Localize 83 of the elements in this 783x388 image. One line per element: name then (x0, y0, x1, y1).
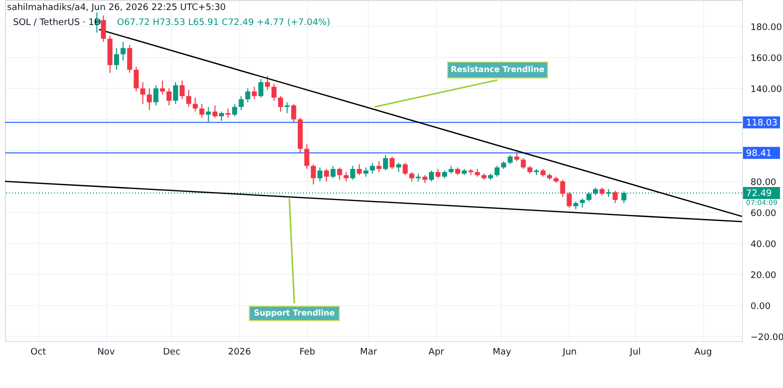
x-tick-label: Apr (428, 348, 444, 358)
x-tick-label: Dec (162, 348, 180, 358)
annotation: Resistance Trendline (450, 64, 546, 74)
candlestick (146, 88, 152, 111)
text: O67.72 H73.53 L65.91 C72.49 +4.77 (+7.04%) (117, 18, 330, 28)
candlestick (291, 103, 296, 123)
candlestick (310, 164, 316, 185)
candlestick (100, 15, 106, 42)
candlestick (337, 166, 342, 180)
x-tick-label: Feb (299, 348, 316, 358)
candlestick (284, 102, 290, 114)
x-tick-label: Mar (360, 348, 378, 358)
candlestick (226, 108, 231, 118)
y-tick-label: −20.00 (750, 332, 783, 343)
candlestick (219, 111, 224, 122)
x-tick-label: Oct (30, 348, 47, 358)
ref-line-label: 72.49 (746, 188, 772, 199)
ref-line-label: 118.03 (746, 118, 778, 128)
candlestick (376, 160, 382, 173)
candlestick (206, 106, 211, 123)
candlestick (370, 162, 375, 174)
candlestick (134, 66, 139, 92)
candlestick (344, 172, 349, 182)
candlestick (180, 80, 185, 100)
candlestick (186, 89, 192, 108)
candlestick (356, 164, 362, 176)
candlestick (264, 75, 270, 90)
candlestick (271, 83, 276, 102)
candlestick (173, 82, 178, 104)
y-tick-label: 20.00 (750, 270, 777, 281)
candlestick (199, 103, 204, 118)
x-tick-label: May (492, 348, 512, 358)
x-tick-label: Jul (628, 348, 641, 358)
candlestick (127, 44, 132, 74)
candlestick (350, 165, 356, 180)
y-tick-label: 80.00 (750, 178, 777, 188)
x-tick-label: Aug (694, 348, 712, 358)
candlestick (566, 192, 572, 208)
candlestick (212, 104, 218, 118)
candlestick (612, 190, 618, 204)
candlestick (245, 88, 250, 103)
candlestick (232, 103, 238, 117)
y-tick-label: 60.00 (750, 208, 777, 219)
candlestick (428, 170, 434, 182)
candlestick (560, 179, 566, 198)
candlestick (317, 166, 322, 182)
candlestick (409, 172, 414, 182)
candlestick (238, 96, 244, 111)
candlestick (494, 165, 500, 178)
candlestick (304, 144, 310, 170)
candlestick (140, 82, 146, 104)
y-tick-label: 180.00 (750, 22, 782, 33)
candlestick (160, 80, 165, 96)
annotation: Support Trendline (254, 308, 336, 318)
x-tick-label: 2026 (228, 348, 252, 358)
candlestick (330, 165, 336, 179)
y-tick-label: 160.00 (750, 54, 782, 64)
y-tick-label: 140.00 (750, 84, 782, 95)
candlestick (383, 154, 388, 171)
x-tick-label: Nov (97, 348, 116, 358)
annotation: sahilmahadiks/a4, Jun 26, 2026 22:25 UTC+5:30 (7, 3, 226, 13)
candlestick (166, 88, 172, 106)
candlestick (402, 162, 408, 176)
candlestick (580, 198, 585, 208)
candlestick (114, 48, 120, 70)
candlestick (514, 151, 520, 162)
candlestick (520, 158, 526, 170)
candlestick (278, 96, 284, 112)
candlestick (436, 168, 441, 179)
y-tick-label: 0.00 (750, 302, 771, 312)
candlestick (153, 84, 158, 106)
candlestick (363, 166, 368, 178)
candlestick (508, 154, 513, 165)
candlestick (252, 86, 257, 100)
candlestick (120, 41, 126, 61)
candlestick (258, 78, 264, 98)
x-tick-label: Jun (562, 348, 577, 358)
candlestick (390, 156, 395, 170)
ref-line-label: 98.41 (746, 148, 772, 159)
candlestick (192, 97, 198, 112)
candlestick (396, 162, 402, 173)
y-tick-label: 40.00 (750, 240, 777, 250)
candlestick (324, 168, 329, 182)
